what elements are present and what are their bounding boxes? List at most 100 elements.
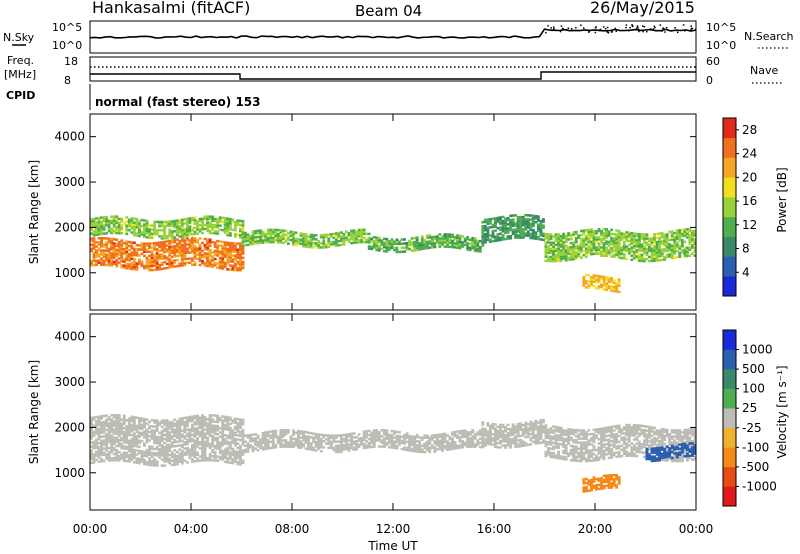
heatmap-cell [188,415,192,419]
heatmap-cell [92,239,96,242]
heatmap-cell [610,279,614,282]
heatmap-cell [92,442,96,446]
heatmap-cell [458,234,462,238]
heatmap-cell [271,432,275,435]
heatmap-cell [595,454,598,458]
heatmap-cell [483,218,487,222]
heatmap-cell [132,434,136,437]
heatmap-cell [536,229,540,233]
heatmap-cell [559,235,563,238]
heatmap-cell [375,437,379,440]
heatmap-cell [645,233,649,236]
heatmap-cell [491,437,495,440]
heatmap-cell [299,446,303,449]
heatmap-cell [266,434,270,438]
heatmap-cell [494,441,497,445]
heatmap-cell [241,244,245,247]
heatmap-cell [241,242,245,245]
heatmap-cell [615,245,619,249]
heatmap-cell [691,238,694,241]
heatmap-cell [201,223,204,227]
heatmap-cell [183,431,187,434]
heatmap-cell [107,451,111,454]
heatmap-cell [317,433,321,436]
heatmap-cell [377,240,381,244]
heatmap-cell [125,256,129,260]
heatmap-cell [605,447,608,450]
heatmap-cell [675,233,679,236]
heatmap-cell [685,252,689,256]
heatmap-cell [663,237,667,241]
heatmap-cell [186,438,189,442]
heatmap-cell [627,432,631,435]
heatmap-cell [529,226,533,229]
heatmap-cell [168,243,172,247]
heatmap-cell [100,241,103,244]
heatmap-cell [617,244,621,247]
heatmap-cell [352,233,356,236]
heatmap-cell [223,440,227,443]
heatmap-cell [211,263,215,266]
heatmap-cell [403,448,406,451]
heatmap-cell [544,428,548,431]
heatmap-cell [622,240,626,244]
heatmap-cell [531,228,535,232]
heatmap-cell [122,455,126,458]
heatmap-cell [90,435,93,438]
heatmap-cell [115,452,119,456]
heatmap-cell [226,420,230,423]
heatmap-cell [140,419,144,422]
heatmap-cell [648,255,651,259]
heatmap-cell [178,456,182,459]
heatmap-cell [637,440,641,444]
heatmap-cell [125,437,129,440]
heatmap-cell [390,238,394,241]
heatmap-cell [97,227,101,230]
heatmap-cell [521,432,525,435]
heatmap-cell [423,450,427,454]
heatmap-cell [193,251,197,254]
heatmap-cell [377,439,381,442]
heatmap-cell [125,439,129,442]
heatmap-cell [163,460,167,463]
heatmap-cell [544,442,548,446]
heatmap-cell [246,233,250,236]
heatmap-cell [153,232,156,236]
heatmap-cell [110,424,114,427]
colorbar-swatch [723,276,736,297]
heatmap-cell [143,227,146,230]
heatmap-cell [418,436,422,439]
heatmap-cell [191,229,194,232]
heatmap-cell [125,244,129,247]
heatmap-cell [132,442,136,446]
heatmap-cell [201,227,204,231]
heatmap-cell [511,232,515,236]
heatmap-cell [685,248,689,251]
nsearch-dot [694,28,697,31]
heatmap-cell [600,435,603,439]
heatmap-cell [564,244,568,248]
heatmap-cell [665,255,669,259]
heatmap-cell [117,414,121,417]
heatmap-cell [590,248,593,252]
heatmap-cell [539,232,543,235]
colorbar-tick-label: 20 [742,170,757,184]
heatmap-cell [208,225,212,229]
heatmap-cell [208,240,212,244]
heatmap-cell [158,243,162,246]
heatmap-cell [148,262,151,266]
heatmap-cell [165,458,169,461]
heatmap-cell [486,230,490,234]
heatmap-cell [236,254,240,258]
heatmap-cell [95,458,98,462]
heatmap-cell [400,246,404,249]
heatmap-cell [524,234,528,237]
nsearch-dot [615,30,617,33]
heatmap-cell [494,237,497,240]
heatmap-cell [362,430,366,433]
heatmap-cell [501,423,505,427]
heatmap-cell [175,254,179,258]
nsky-trace [89,28,697,39]
nsearch-dot [599,29,602,31]
heatmap-cell [547,255,550,259]
